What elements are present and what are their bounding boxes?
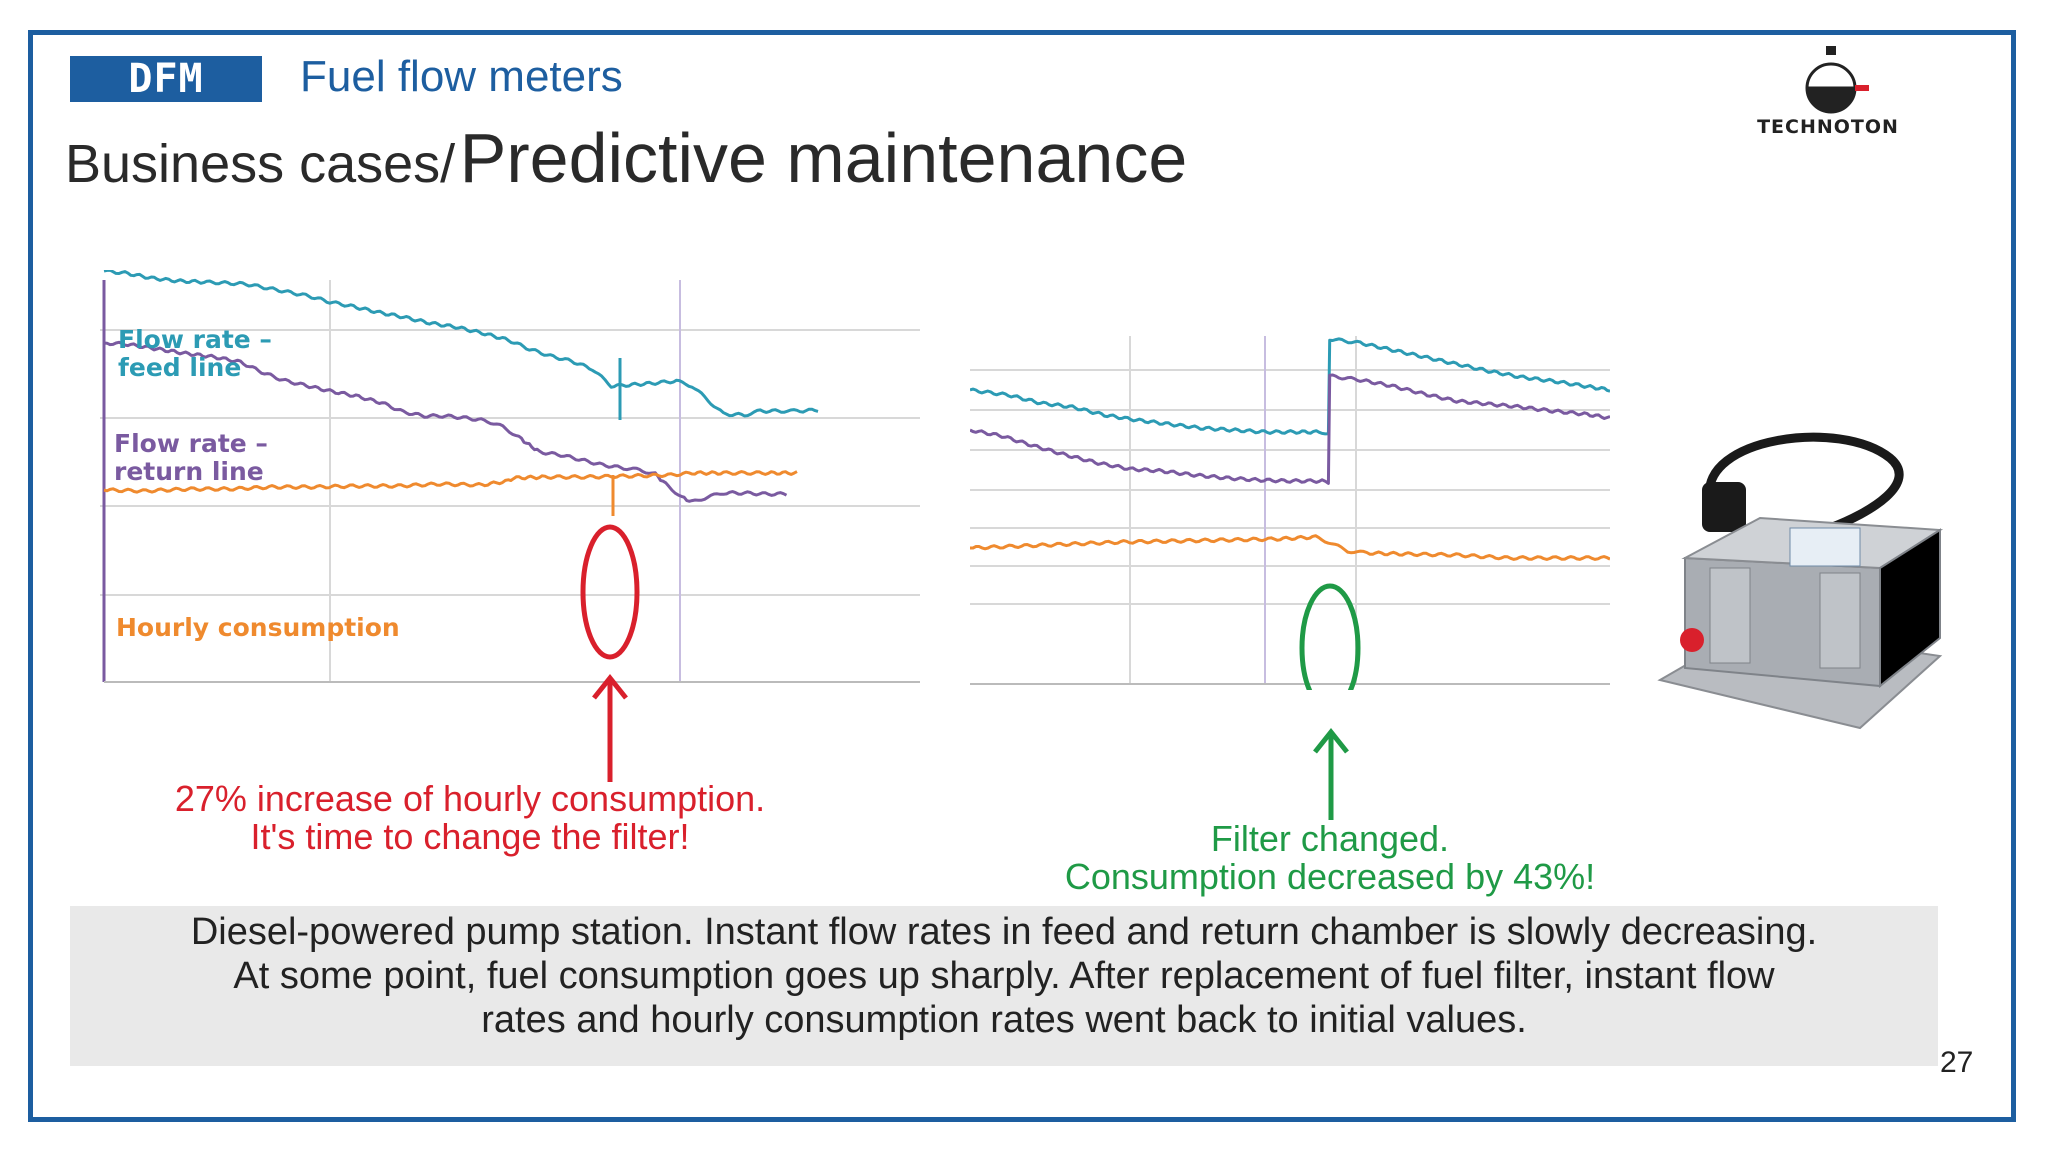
series-return-line-right	[970, 373, 1610, 485]
annotation-red-line2: It's time to change the filter!	[250, 816, 690, 857]
slide-title: Business cases/ Predictive maintenance	[65, 118, 1187, 198]
label-return-line: Flow rate – return line	[114, 429, 277, 486]
dfm-logo-text: DFM	[128, 56, 204, 102]
series-feed-line-right	[970, 337, 1610, 436]
page-number: 27	[1940, 1046, 1974, 1079]
annotation-green-line1: Filter changed.	[1210, 818, 1450, 859]
series-return-line-left	[103, 340, 788, 503]
caption-line2: At some point, fuel consumption goes up …	[233, 955, 1775, 997]
caption-box	[70, 906, 1938, 1066]
brand-name: TECHNOTON	[1757, 116, 1899, 138]
grid-right	[970, 336, 1610, 684]
title-main: Predictive maintenance	[459, 119, 1188, 197]
annotation-red: 27% increase of hourly consumption. It's…	[120, 780, 820, 856]
chart-right	[970, 336, 1610, 690]
technoton-logo: TECHNOTON	[1728, 38, 1928, 158]
caption: Diesel-powered pump station. Instant flo…	[70, 910, 1938, 1042]
caption-line3: rates and hourly consumption rates went …	[481, 999, 1527, 1041]
technoton-emblem-icon	[1805, 46, 1869, 114]
series-feed-line-left	[103, 270, 819, 418]
annotation-green-line2: Consumption decreased by 43%!	[1064, 856, 1596, 897]
chart-left: Flow rate – feed line Flow rate – return…	[100, 270, 920, 683]
label-hourly-consumption: Hourly consumption	[116, 613, 400, 642]
flow-meter-device-image	[1657, 432, 1944, 730]
slide-subtitle: Fuel flow meters	[300, 52, 623, 101]
title-prefix: Business cases/	[65, 134, 456, 194]
green-highlight-ellipse	[1299, 583, 1361, 690]
annotation-green: Filter changed. Consumption decreased by…	[1020, 820, 1640, 896]
series-consumption-left	[103, 470, 798, 494]
caption-line1: Diesel-powered pump station. Instant flo…	[190, 911, 1818, 953]
grid-left	[100, 280, 920, 682]
label-feed-line: Flow rate – feed line	[118, 325, 281, 382]
red-arrow-icon	[592, 673, 628, 782]
green-arrow-icon	[1313, 727, 1349, 820]
red-highlight-ellipse	[580, 524, 640, 660]
annotation-red-line1: 27% increase of hourly consumption.	[174, 778, 766, 819]
dfm-logo: DFM	[70, 56, 262, 102]
series-consumption-right	[970, 534, 1610, 561]
